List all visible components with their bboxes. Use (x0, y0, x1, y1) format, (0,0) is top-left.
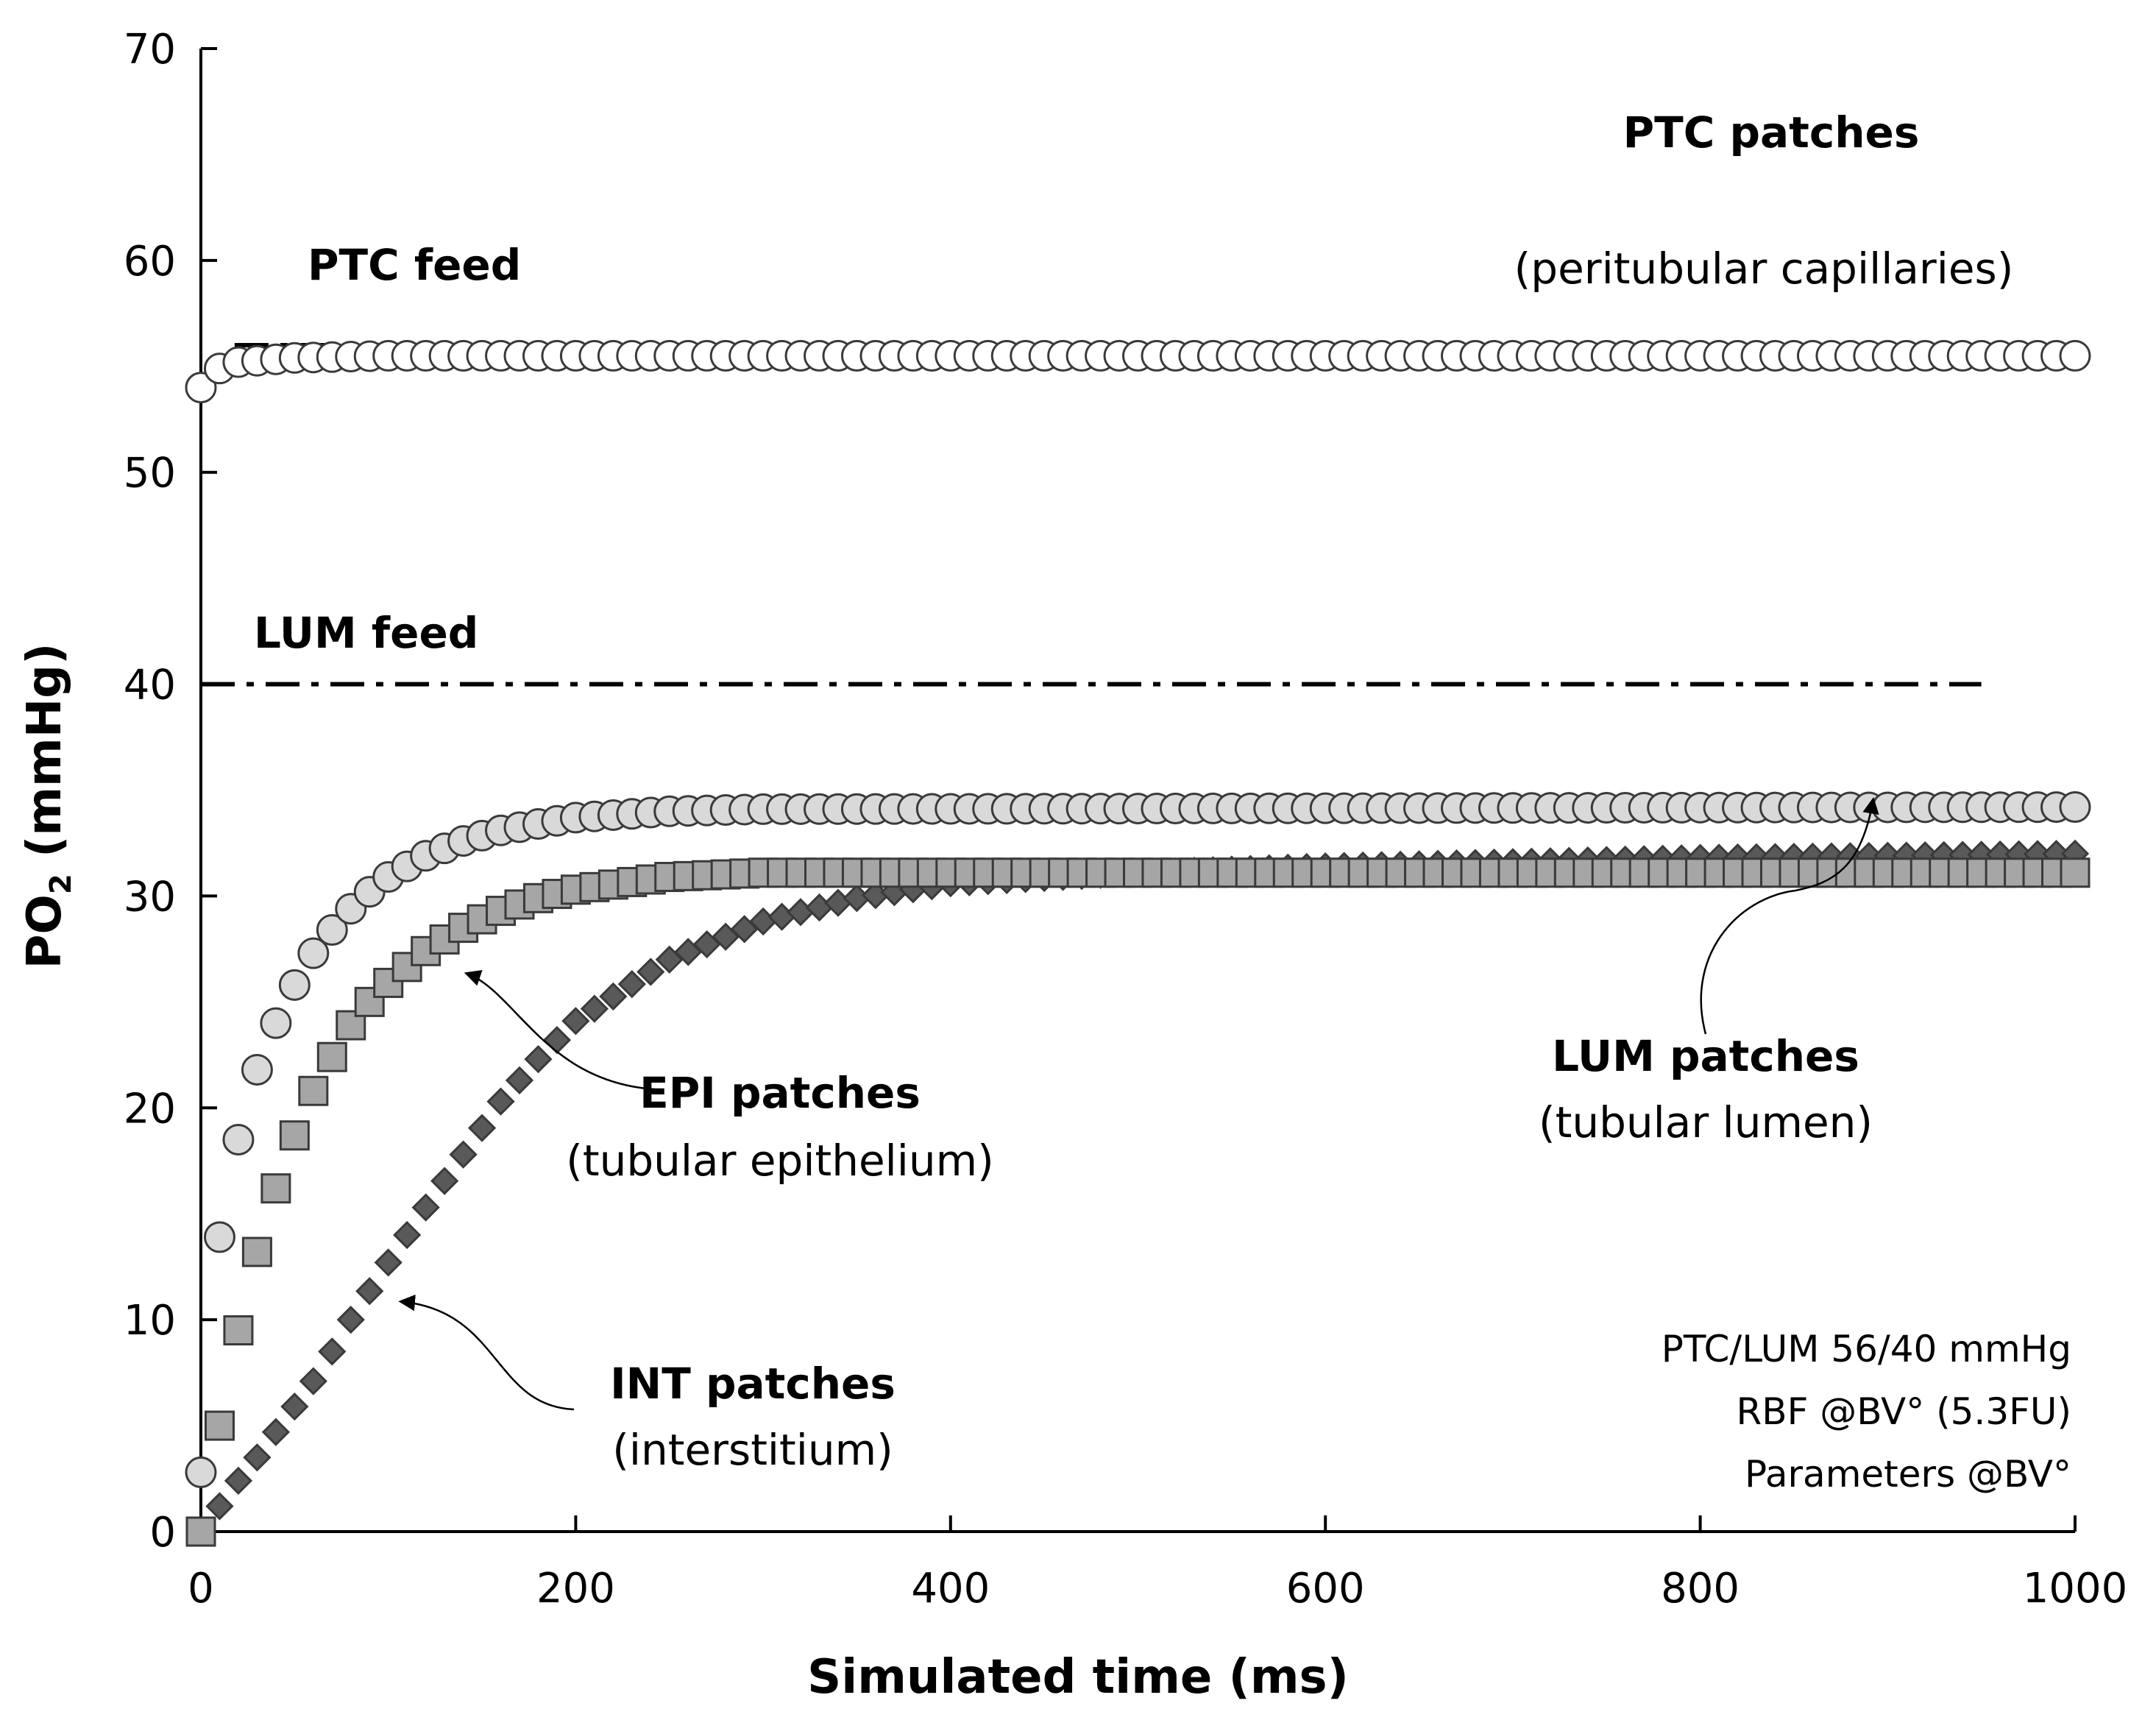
y-tick-label: 40 (124, 662, 176, 709)
arrow-int-patches (398, 1294, 575, 1411)
reference-lines (201, 343, 2075, 687)
point-int (280, 1392, 309, 1421)
x-tick-label: 400 (911, 1565, 990, 1613)
point-int (823, 888, 853, 917)
point-int (374, 1248, 403, 1277)
point-int (393, 1220, 422, 1250)
label-lum-patches-sub: (tubular lumen) (1539, 1097, 1873, 1147)
axes: 0 10 20 30 40 50 60 70 0 200 400 600 800 1000 (124, 26, 2128, 1613)
point-epi (373, 967, 404, 998)
point-int (299, 1367, 327, 1395)
point-int (617, 970, 646, 999)
y-axis-label-sub: 2 (44, 874, 78, 894)
label-int-patches-sub: (interstitium) (612, 1425, 893, 1475)
point-ptc (2059, 339, 2091, 372)
point-lum (222, 1123, 255, 1156)
point-int (411, 1193, 440, 1222)
point-epi (241, 1236, 272, 1267)
point-int (355, 1277, 384, 1306)
point-lum (260, 1007, 292, 1039)
point-int (205, 1492, 234, 1521)
label-ptc-patches: PTC patches (1623, 107, 1920, 158)
point-lum (185, 1456, 217, 1488)
y-tick-label: 10 (124, 1297, 176, 1345)
point-lum (278, 969, 311, 1001)
arrow-lum-patches (1700, 797, 1879, 1035)
y-tick-label: 20 (124, 1085, 176, 1133)
info-line-2: RBF @BV° (5.3FU) (1737, 1390, 2071, 1433)
point-lum (203, 1221, 235, 1253)
point-int (243, 1443, 272, 1472)
point-int (580, 994, 609, 1023)
info-line-1: PTC/LUM 56/40 mmHg (1662, 1328, 2071, 1370)
x-tick-label: 1000 (2023, 1565, 2128, 1613)
point-int (467, 1114, 497, 1142)
annotation-arrows (398, 797, 1879, 1411)
x-tick-label: 600 (1286, 1565, 1365, 1613)
point-epi (185, 1516, 216, 1547)
point-epi (279, 1120, 310, 1151)
data-markers (185, 339, 2091, 1547)
info-line-3: Parameters @BV° (1745, 1453, 2071, 1496)
point-int (430, 1167, 459, 1195)
y-tick-label: 0 (149, 1509, 176, 1557)
x-axis-label: Simulated time (ms) (807, 1650, 1349, 1705)
point-int (542, 1026, 572, 1055)
y-axis-label: PO2 (mmHg) (18, 643, 78, 969)
x-tick-label: 0 (188, 1565, 214, 1613)
point-ptc (185, 372, 217, 404)
point-epi (260, 1173, 291, 1204)
y-axis-label-unit: (mmHg) (18, 643, 72, 874)
y-tick-label: 70 (124, 26, 176, 74)
y-tick-label: 30 (124, 873, 176, 921)
point-int (561, 1007, 590, 1036)
arrow-epi-patches (464, 970, 656, 1091)
y-axis-label-main: PO (18, 894, 72, 969)
label-lum-patches: LUM patches (1552, 1031, 1859, 1081)
point-lum (316, 913, 348, 946)
series-epi (185, 857, 2091, 1547)
label-ptc-feed: PTC feed (308, 240, 521, 290)
point-lum (2059, 791, 2091, 824)
point-epi (316, 1041, 347, 1072)
label-lum-feed: LUM feed (254, 608, 478, 658)
series-lum (185, 791, 2091, 1488)
point-int (786, 898, 815, 927)
point-int (336, 1306, 365, 1334)
y-tick-label: 50 (124, 450, 176, 498)
point-int (599, 982, 628, 1011)
label-ptc-patches-sub: (peritubular capillaries) (1514, 244, 2014, 294)
chart-labels: PTC feed LUM feed PTC patches (peritubul… (18, 107, 2071, 1705)
point-lum (297, 937, 330, 969)
label-epi-patches: EPI patches (639, 1068, 921, 1118)
point-int (767, 902, 796, 931)
y-tick-label: 60 (124, 238, 176, 286)
point-int (636, 958, 665, 986)
point-int (261, 1418, 291, 1446)
point-epi (223, 1315, 254, 1346)
point-epi (204, 1410, 235, 1441)
point-int (224, 1466, 253, 1496)
series-ptc (185, 339, 2091, 404)
label-epi-patches-sub: (tubular epithelium) (566, 1136, 994, 1186)
series-int (186, 839, 2090, 1546)
point-lum (241, 1053, 273, 1086)
point-int (318, 1337, 347, 1366)
point-int (805, 893, 834, 922)
point-int (486, 1087, 515, 1116)
point-epi (2060, 857, 2091, 888)
x-tick-label: 200 (536, 1565, 615, 1613)
point-int (505, 1066, 534, 1094)
point-int (449, 1140, 478, 1169)
x-tick-label: 800 (1661, 1565, 1740, 1613)
point-int (524, 1044, 553, 1074)
point-epi (298, 1075, 329, 1106)
label-int-patches: INT patches (610, 1359, 896, 1409)
